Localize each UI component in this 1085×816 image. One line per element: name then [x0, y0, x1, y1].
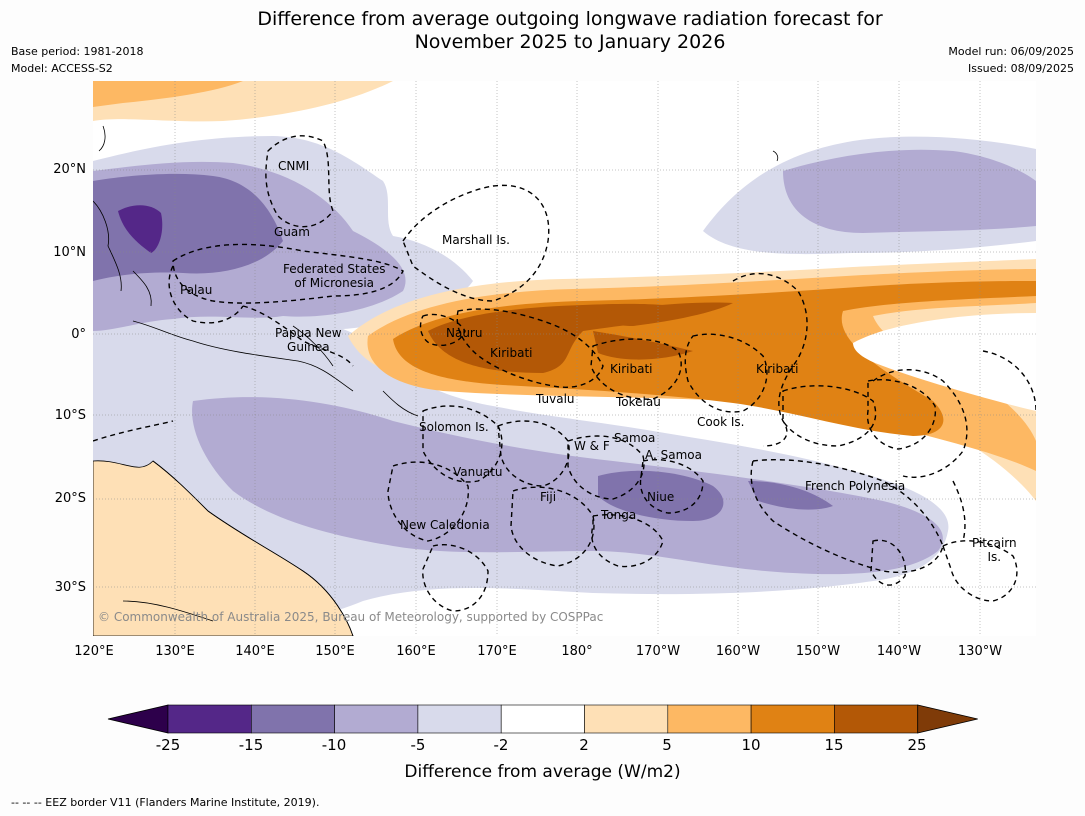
lat-label-10s: 10°S [54, 408, 86, 423]
graticule [93, 81, 1036, 636]
colorbar-segment [584, 704, 669, 734]
label-fsm-line2: of Micronesia [294, 276, 375, 290]
anomaly-region-negative-medium-north [783, 149, 1036, 233]
label-pitcairn-line2: Is. [987, 550, 1002, 564]
model-name: Model: ACCESS-S2 [11, 62, 113, 75]
lon-label-140e: 140°E [235, 644, 275, 659]
coastlines [93, 125, 779, 636]
lon-label-130e: 130°E [155, 644, 195, 659]
anomaly-region-negative-dark [93, 173, 283, 281]
anomaly-map [93, 81, 1036, 636]
colorbar-tick: 15 [824, 736, 844, 754]
colorbar-segment [667, 704, 752, 734]
lon-label-150e: 150°E [315, 644, 355, 659]
lon-label-120e: 120°E [74, 644, 114, 659]
label-tuvalu: Tuvalu [536, 392, 575, 406]
colorbar-tick: -2 [493, 736, 509, 754]
base-period: Base period: 1981-2018 [11, 45, 144, 58]
anomaly-region-positive-tongue-dark-3 [593, 331, 693, 360]
label-fsm-line1: Federated States [283, 262, 386, 276]
lat-label-10n: 10°N [53, 245, 86, 260]
lat-label-20n: 20°N [53, 162, 86, 177]
chart-title: Difference from average outgoing longwav… [0, 8, 1085, 54]
label-wallis-futuna: W & F [574, 439, 610, 453]
eez-borders [93, 135, 1036, 612]
lon-label-170w: 170°W [635, 644, 681, 659]
lon-label-180: 180° [561, 644, 593, 659]
colorbar-segment [334, 704, 419, 734]
anomaly-region-negative-strongest [118, 205, 163, 253]
anomaly-region-positive-medium [93, 81, 243, 107]
label-samoa: Samoa [614, 431, 656, 445]
label-american-samoa: A. Samoa [645, 448, 702, 462]
label-pitcairn-line1: Pitcairn [972, 536, 1017, 550]
label-png-line1: Papua New [275, 326, 342, 340]
title-line-2: November 2025 to January 2026 [414, 31, 726, 53]
label-tokelau: Tokelau [616, 395, 661, 409]
colorbar-segment [251, 704, 335, 734]
colorbar-tick: 2 [579, 736, 589, 754]
label-new-caledonia: New Caledonia [400, 518, 490, 532]
eez-footnote: -- -- -- EEZ border V11 (Flanders Marine… [11, 796, 320, 809]
label-pitcairn: Pitcairn Is. [972, 536, 1017, 564]
label-kiribati-line: Kiribati [756, 362, 799, 376]
anomaly-region-negative-dark-south [598, 470, 724, 521]
colorbar-tick: 5 [662, 736, 672, 754]
label-palau: Palau [180, 283, 213, 297]
lon-label-130w: 130°W [957, 644, 1003, 659]
colorbar-segment [834, 704, 919, 734]
colorbar-tick: 25 [907, 736, 927, 754]
label-niue: Niue [647, 490, 675, 504]
lat-label-20s: 20°S [54, 491, 86, 506]
lat-label-0: 0° [71, 327, 86, 342]
colorbar-segment [500, 704, 585, 734]
label-vanuatu: Vanuatu [453, 465, 503, 479]
lon-label-160e: 160°E [396, 644, 436, 659]
issued-date: Issued: 08/09/2025 [967, 62, 1074, 75]
colorbar-tick: -5 [410, 736, 426, 754]
colorbar-extend-max [917, 704, 978, 734]
colorbar-extend-min [107, 704, 169, 734]
lat-label-30s: 30°S [54, 580, 86, 595]
colorbar-segment [750, 704, 835, 734]
label-marshall-islands: Marshall Is. [442, 233, 510, 247]
metadata-left: Base period: 1981-2018 Model: ACCESS-S2 [11, 43, 143, 77]
colorbar-tick: -15 [238, 736, 264, 754]
anomaly-region-negative-medium-south [192, 397, 943, 575]
copyright-notice: © Commonwealth of Australia 2025, Bureau… [98, 610, 604, 624]
label-fsm: Federated States of Micronesia [283, 262, 385, 290]
label-png: Papua New Guinea [275, 326, 342, 354]
lon-label-150w: 150°W [795, 644, 841, 659]
label-cnmi: CNMI [278, 159, 310, 173]
label-png-line2: Guinea [287, 340, 330, 354]
anomaly-region-negative-dark-east [748, 481, 833, 510]
colorbar-tick: -25 [155, 736, 181, 754]
colorbar-segment [417, 704, 502, 734]
label-cook-islands: Cook Is. [697, 415, 745, 429]
label-nauru: Nauru [446, 326, 483, 340]
model-run: Model run: 06/09/2025 [948, 45, 1074, 58]
lon-label-140w: 140°W [876, 644, 922, 659]
label-solomon-islands: Solomon Is. [419, 420, 489, 434]
anomaly-region-neutral-east [853, 313, 1036, 411]
anomaly-region-positive-tongue-dark-2 [593, 302, 733, 326]
label-kiribati-phoenix: Kiribati [610, 362, 653, 376]
lon-label-160w: 160°W [715, 644, 761, 659]
colorbar-title: Difference from average (W/m2) [404, 762, 681, 782]
colorbar-segment [167, 704, 252, 734]
metadata-right: Model run: 06/09/2025 Issued: 08/09/2025 [948, 43, 1074, 77]
label-kiribati-gilbert: Kiribati [490, 346, 533, 360]
colorbar-tick: 10 [741, 736, 761, 754]
label-tonga: Tonga [601, 508, 637, 522]
title-line-1: Difference from average outgoing longwav… [257, 8, 883, 30]
label-french-polynesia: French Polynesia [805, 479, 906, 493]
lon-label-170e: 170°E [477, 644, 517, 659]
colorbar-tick: -10 [321, 736, 347, 754]
colorbar-segments [107, 704, 978, 734]
label-guam: Guam [274, 225, 310, 239]
label-fiji: Fiji [540, 490, 557, 504]
colorbar [107, 704, 978, 734]
